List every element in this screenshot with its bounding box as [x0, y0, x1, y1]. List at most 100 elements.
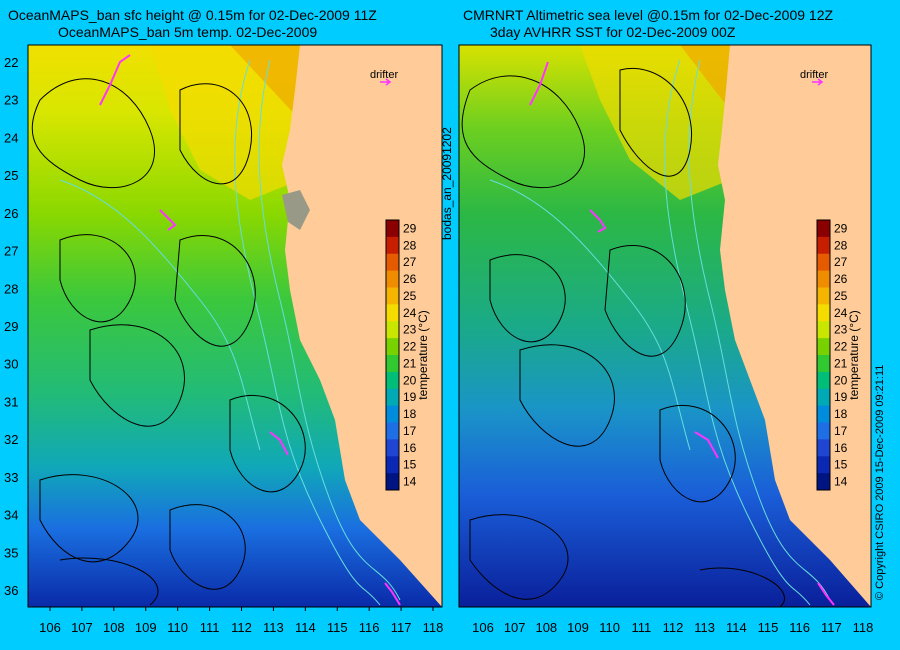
left-colorbar-tick: 22	[403, 340, 417, 354]
right-colorbar-swatch	[817, 304, 830, 322]
left-colorbar-tick: 14	[403, 475, 417, 489]
left-lon-tick: 118	[423, 620, 444, 635]
left-colorbar-swatch	[386, 287, 399, 305]
left-lat-tick: 29	[4, 319, 18, 334]
left-colorbar-tick: 25	[403, 289, 417, 303]
right-colorbar-swatch	[817, 220, 830, 238]
left-map-panel: drifter	[28, 45, 442, 607]
left-colorbar-swatch	[386, 388, 399, 407]
right-colorbar-tick: 19	[834, 390, 848, 404]
right-lon-tick: 116	[789, 620, 810, 635]
right-lon-tick: 108	[535, 620, 557, 635]
left-colorbar-tick: 29	[403, 221, 417, 235]
left-lon-tick: 108	[103, 620, 125, 635]
right-colorbar-tick: 29	[834, 221, 848, 235]
right-colorbar-swatch	[817, 321, 830, 339]
right-colorbar: 29 28 27 26 25 24 23 22 21 20 19 18 17 16 15 14 temperat…	[816, 219, 861, 491]
right-land	[718, 45, 871, 607]
left-colorbar-swatch	[386, 422, 399, 440]
left-colorbar-swatch	[386, 321, 399, 339]
right-colorbar-swatch	[817, 439, 830, 457]
left-lat-tick: 27	[4, 244, 18, 259]
left-colorbar-swatch	[386, 439, 399, 457]
left-lat-tick: 30	[4, 357, 18, 372]
right-colorbar-swatch	[817, 355, 830, 373]
left-lat-tick: 32	[4, 432, 18, 447]
left-colorbar-tick: 18	[403, 407, 417, 421]
right-title-line2: 3day AVHRR SST for 02-Dec-2009 00Z	[490, 24, 736, 40]
left-lon-tick: 109	[135, 620, 157, 635]
right-map-panel: drifter	[459, 45, 871, 607]
left-lat-tick: 35	[4, 545, 18, 560]
right-colorbar-swatch	[817, 473, 830, 491]
left-colorbar-tick: 20	[403, 373, 417, 387]
right-vertical-label: © Copyright CSIRO 2009 15-Dec-2009 09:21…	[874, 364, 886, 600]
right-lon-tick: 109	[567, 620, 589, 635]
left-colorbar-frame	[385, 219, 400, 491]
right-lon-tick: 112	[663, 620, 684, 635]
right-colorbar-tick: 23	[834, 323, 848, 337]
left-colorbar-tick: 28	[403, 238, 417, 252]
left-lon-tick: 116	[359, 620, 380, 635]
right-drifter-tracks	[529, 61, 835, 606]
left-colorbar-tick: 17	[403, 424, 417, 438]
right-drifter-legend-arrow	[812, 78, 824, 86]
right-lon-tick: 110	[599, 620, 620, 635]
left-lon-tick: 110	[167, 620, 188, 635]
left-lat-tick: 24	[4, 130, 18, 145]
right-colorbar-tick: 22	[834, 340, 848, 354]
right-colorbar-tick: 24	[834, 306, 848, 320]
right-colorbar-tick: 27	[834, 255, 848, 269]
left-colorbar-swatch	[386, 473, 399, 491]
left-lon-tick: 111	[200, 620, 220, 635]
left-title-line1: OceanMAPS_ban sfc height @ 0.15m for 02-…	[8, 7, 377, 23]
left-lon-tick: 112	[231, 620, 252, 635]
right-colorbar-swatch	[817, 338, 830, 356]
right-colorbar-tick: 20	[834, 373, 848, 387]
right-lon-tick: 117	[821, 620, 842, 635]
right-lon-tick: 118	[853, 620, 874, 635]
left-map-frame	[27, 44, 443, 608]
right-colorbar-tick: 25	[834, 289, 848, 303]
left-colorbar-tick: 27	[403, 255, 417, 269]
left-bathymetry-lines	[59, 59, 401, 606]
left-title-line2: OceanMAPS_ban 5m temp. 02-Dec-2009	[58, 24, 318, 40]
left-colorbar-swatch	[386, 304, 399, 322]
left-lat-tick: 34	[4, 508, 18, 523]
right-colorbar-label: temperature (°C)	[847, 310, 861, 400]
left-colorbar-tick: 23	[403, 323, 417, 337]
left-colorbar-swatch	[386, 456, 399, 474]
left-drifter-tracks	[99, 54, 401, 606]
right-colorbar-tick: 15	[834, 458, 848, 472]
left-colorbar-swatch	[386, 355, 399, 373]
left-colorbar-tick: 19	[403, 390, 417, 404]
right-colorbar-swatch	[817, 456, 830, 474]
right-colorbar-tick: 14	[834, 475, 848, 489]
right-lon-tick: 114	[726, 620, 747, 635]
left-lon-tick: 117	[391, 620, 412, 635]
left-vertical-label: bodas_an_20091202	[440, 127, 454, 240]
left-lon-tick: 107	[71, 620, 93, 635]
left-colorbar-swatch	[386, 253, 399, 272]
right-contours	[461, 68, 785, 607]
right-colorbar-tick: 26	[834, 272, 848, 286]
right-colorbar-frame	[816, 219, 831, 491]
right-map-frame	[458, 44, 872, 608]
right-colorbar-swatch	[817, 388, 830, 407]
right-colorbar-swatch	[817, 287, 830, 305]
left-lat-tick: 33	[4, 470, 18, 485]
left-lat-tick: 22	[4, 55, 18, 70]
right-colorbar-tick: 21	[834, 356, 848, 370]
right-drifter-label: drifter	[800, 69, 828, 81]
right-colorbar-tick: 17	[834, 424, 848, 438]
left-colorbar-swatch	[386, 236, 399, 255]
left-colorbar-swatch	[386, 405, 399, 423]
left-lon-tick: 106	[39, 620, 61, 635]
right-colorbar-tick: 16	[834, 441, 848, 455]
left-colorbar-swatch	[386, 220, 399, 238]
right-lon-tick: 115	[758, 620, 779, 635]
left-colorbar-tick: 24	[403, 306, 417, 320]
left-lat-tick: 31	[4, 394, 18, 409]
right-colorbar-swatch	[817, 405, 830, 423]
